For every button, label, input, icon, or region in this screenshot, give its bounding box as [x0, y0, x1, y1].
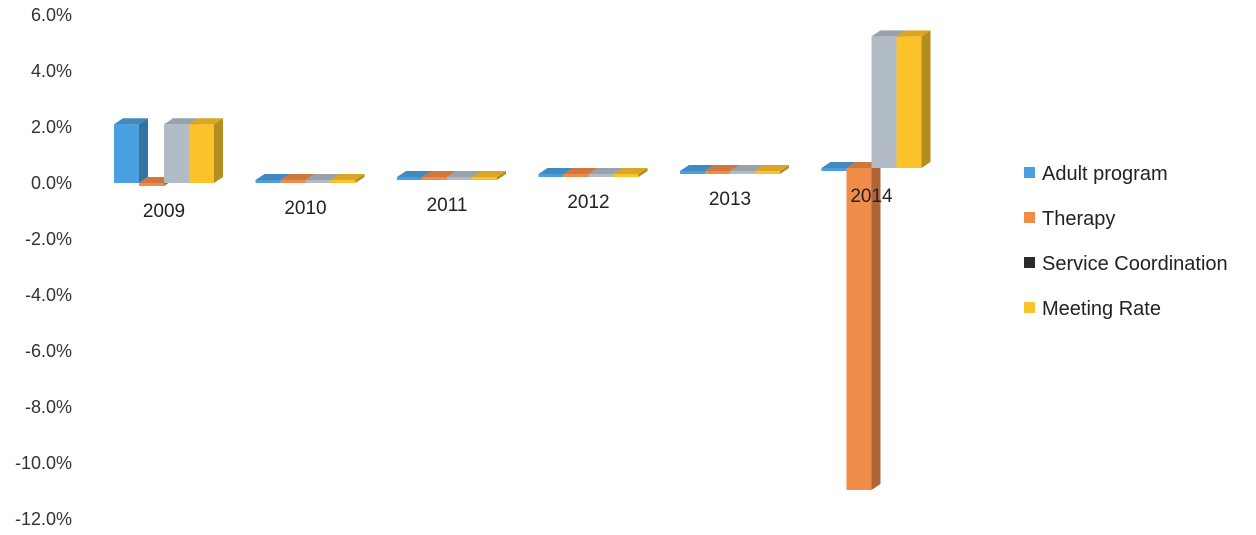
bar — [114, 118, 148, 183]
y-tick-label: -12.0% — [15, 509, 72, 529]
category-label: 2012 — [567, 192, 609, 213]
legend-item: Meeting Rate — [1024, 298, 1161, 320]
category-label: 2013 — [709, 189, 751, 210]
y-tick-label: 0.0% — [31, 173, 72, 193]
bar — [189, 118, 223, 183]
legend-item: Adult program — [1024, 163, 1168, 185]
category-group — [114, 118, 223, 186]
y-tick-label: 2.0% — [31, 117, 72, 137]
category-group — [255, 174, 365, 183]
bar — [330, 174, 365, 183]
category-group — [821, 30, 931, 490]
bars — [114, 30, 931, 490]
y-tick-label: -2.0% — [25, 229, 72, 249]
category-label: 2011 — [427, 195, 468, 216]
category-label: 2014 — [850, 186, 893, 207]
x-axis-categories: 2009 2010 2011 2012 2013 2014 — [143, 186, 893, 222]
legend-swatch — [1024, 167, 1035, 178]
bar — [613, 168, 648, 177]
category-label: 2009 — [143, 201, 185, 222]
legend-label: Meeting Rate — [1042, 298, 1161, 320]
y-tick-label: -4.0% — [25, 285, 72, 305]
legend-item: Service Coordination — [1024, 253, 1228, 275]
y-tick-label: 4.0% — [31, 61, 72, 81]
bar — [846, 162, 881, 490]
bar — [472, 171, 506, 180]
legend-swatch — [1024, 212, 1035, 223]
legend-label: Service Coordination — [1042, 253, 1228, 275]
y-tick-label: -10.0% — [15, 453, 72, 473]
category-label: 2010 — [284, 198, 326, 219]
legend-label: Therapy — [1042, 208, 1115, 230]
category-group — [538, 168, 648, 177]
category-group — [397, 171, 506, 180]
legend: Adult program Therapy Service Coordination… — [1024, 163, 1228, 320]
legend-swatch — [1024, 302, 1035, 313]
legend-label: Adult program — [1042, 163, 1168, 185]
y-tick-label: -8.0% — [25, 397, 72, 417]
y-tick-label: -6.0% — [25, 341, 72, 361]
bar — [755, 165, 789, 174]
legend-swatch — [1024, 257, 1035, 268]
y-axis: 6.0% 4.0% 2.0% 0.0% -2.0% -4.0% -6.0% -8.0% -10.… — [15, 5, 72, 529]
legend-item: Therapy — [1024, 208, 1115, 230]
bar — [896, 30, 931, 169]
category-group — [680, 165, 789, 174]
y-tick-label: 6.0% — [31, 5, 72, 25]
